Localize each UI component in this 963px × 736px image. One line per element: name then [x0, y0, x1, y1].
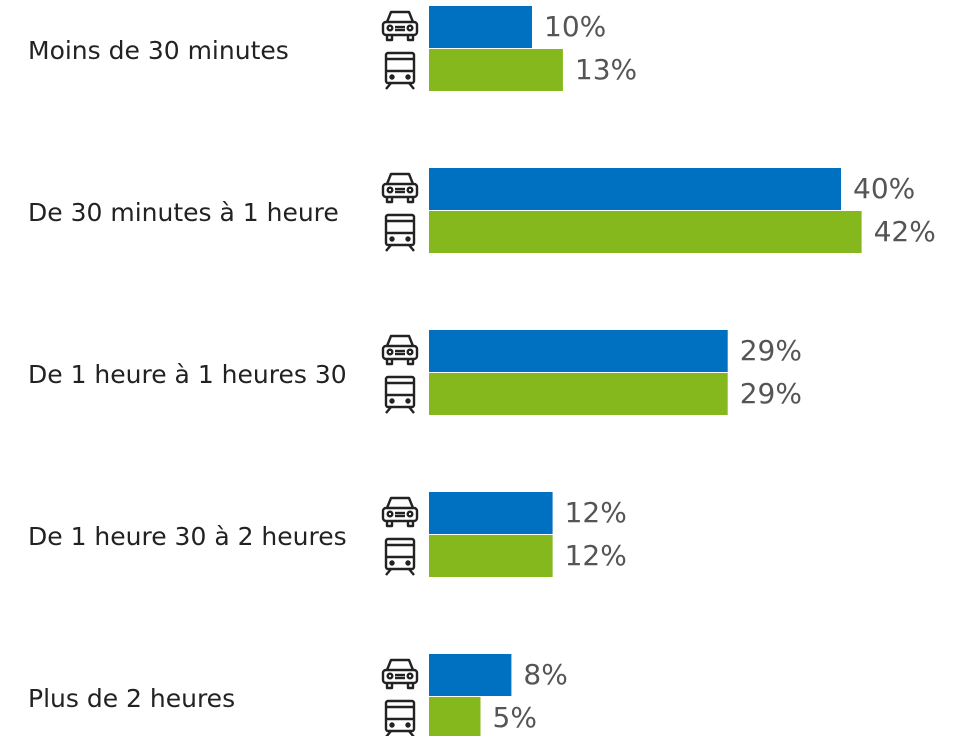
- series-icon: [384, 699, 416, 736]
- bar: [429, 697, 481, 736]
- value-label: 13%: [575, 53, 637, 86]
- series-icon: [381, 10, 419, 42]
- value-label: 42%: [874, 215, 936, 248]
- value-label: 29%: [740, 334, 802, 367]
- series-icon: [384, 375, 416, 415]
- bar: [429, 654, 512, 696]
- series-icon: [384, 537, 416, 577]
- series-icon: [381, 658, 419, 690]
- value-label: 8%: [523, 658, 567, 691]
- bar: [429, 492, 553, 534]
- series-icon: [381, 496, 419, 528]
- value-label: 12%: [565, 539, 627, 572]
- category-label: De 1 heure à 1 heures 30: [28, 360, 347, 389]
- category-label: De 30 minutes à 1 heure: [28, 198, 339, 227]
- value-label: 10%: [544, 10, 606, 43]
- bar: [429, 6, 532, 48]
- value-label: 40%: [853, 172, 915, 205]
- bar: [429, 211, 862, 253]
- series-icon: [384, 51, 416, 91]
- series-icon: [384, 213, 416, 253]
- series-icon: [381, 334, 419, 366]
- value-label: 29%: [740, 377, 802, 410]
- bar: [429, 168, 841, 210]
- category-label: Plus de 2 heures: [28, 684, 235, 713]
- series-icon: [381, 172, 419, 204]
- category-label: De 1 heure 30 à 2 heures: [28, 522, 347, 551]
- bar: [429, 330, 728, 372]
- value-label: 12%: [565, 496, 627, 529]
- bar: [429, 49, 563, 91]
- bar: [429, 535, 553, 577]
- bar: [429, 373, 728, 415]
- category-label: Moins de 30 minutes: [28, 36, 289, 65]
- value-label: 5%: [493, 701, 537, 734]
